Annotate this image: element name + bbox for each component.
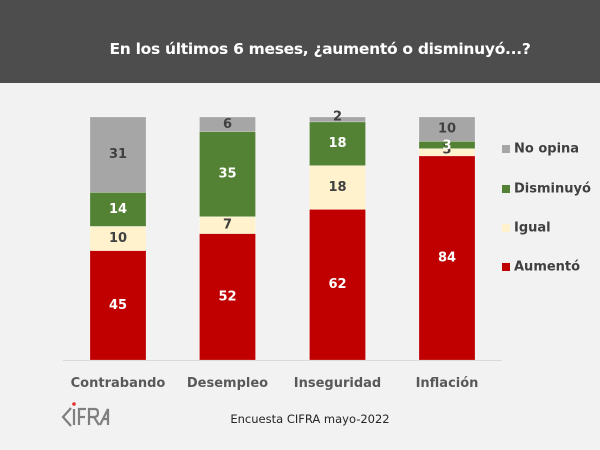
data-label-contrabando-aumento: 45 bbox=[109, 298, 127, 313]
legend-swatch-igual bbox=[502, 224, 510, 232]
data-label-inseguridad-disminuyo: 18 bbox=[328, 136, 346, 151]
legend-label-disminuyo: Disminuyó bbox=[514, 182, 591, 197]
legend-label-no-opina: No opina bbox=[514, 142, 579, 157]
bar-segment-contrabando-aumento bbox=[89, 250, 147, 361]
category-label-inseguridad: Inseguridad bbox=[294, 376, 381, 391]
legend-swatch-disminuyo bbox=[502, 185, 510, 193]
bar-segment-contrabando-no-opina bbox=[89, 116, 147, 193]
data-label-desempleo-disminuyo: 35 bbox=[218, 167, 236, 182]
legend-item-aumento: Aumentó bbox=[502, 260, 580, 275]
legend: No opina Disminuyó Igual Aumentó bbox=[502, 142, 591, 275]
data-label-inflacion-igual: 3 bbox=[442, 143, 451, 158]
bars-group bbox=[89, 116, 476, 361]
bar-segment-inseguridad-aumento bbox=[309, 209, 366, 361]
data-label-inflacion-no-opina: 10 bbox=[438, 122, 456, 137]
bar-segment-inseguridad-disminuyo bbox=[309, 121, 366, 166]
legend-item-disminuyo: Disminuyó bbox=[502, 182, 591, 197]
category-label-desempleo: Desempleo bbox=[187, 376, 268, 391]
legend-swatch-no-opina bbox=[502, 145, 510, 153]
legend-item-igual: Igual bbox=[502, 221, 551, 236]
bar-segment-contrabando-disminuyo bbox=[89, 192, 147, 227]
data-label-contrabando-no-opina: 31 bbox=[109, 147, 127, 162]
data-label-contrabando-igual: 10 bbox=[109, 231, 127, 246]
source-note: Encuesta CIFRA mayo-2022 bbox=[230, 412, 390, 426]
legend-label-aumento: Aumentó bbox=[514, 260, 580, 275]
header-bar: En los últimos 6 meses, ¿aumentó o dismi… bbox=[0, 0, 600, 83]
data-label-inflacion-disminuyo: 3 bbox=[442, 138, 451, 153]
legend-swatch-aumento bbox=[502, 263, 510, 271]
bar-segment-inseguridad-no-opina bbox=[309, 116, 366, 123]
bar-segment-desempleo-no-opina bbox=[199, 116, 256, 132]
category-label-contrabando: Contrabando bbox=[71, 376, 166, 391]
bar-segment-desempleo-aumento bbox=[199, 233, 256, 361]
data-label-desempleo-aumento: 52 bbox=[218, 289, 236, 304]
data-label-inseguridad-no-opina: 2 bbox=[333, 110, 342, 125]
data-label-desempleo-no-opina: 6 bbox=[223, 117, 232, 132]
data-label-inflacion-aumento: 84 bbox=[438, 250, 456, 265]
category-labels-group: Contrabando Desempleo Inseguridad Inflación bbox=[71, 376, 479, 391]
cifra-logo-icon bbox=[61, 402, 110, 427]
category-label-inflacion: Inflación bbox=[416, 376, 479, 391]
data-label-inseguridad-igual: 18 bbox=[328, 180, 346, 195]
legend-item-no-opina: No opina bbox=[502, 142, 579, 157]
legend-label-igual: Igual bbox=[514, 221, 551, 236]
chart-title: En los últimos 6 meses, ¿aumentó o dismi… bbox=[109, 40, 531, 58]
bar-segment-desempleo-disminuyo bbox=[199, 131, 256, 217]
data-label-desempleo-igual: 7 bbox=[223, 218, 232, 233]
data-label-inseguridad-aumento: 62 bbox=[328, 277, 346, 292]
data-label-contrabando-disminuyo: 14 bbox=[109, 202, 127, 217]
bar-segment-inflacion-aumento bbox=[418, 155, 476, 361]
bar-segment-inflacion-no-opina bbox=[418, 116, 476, 142]
